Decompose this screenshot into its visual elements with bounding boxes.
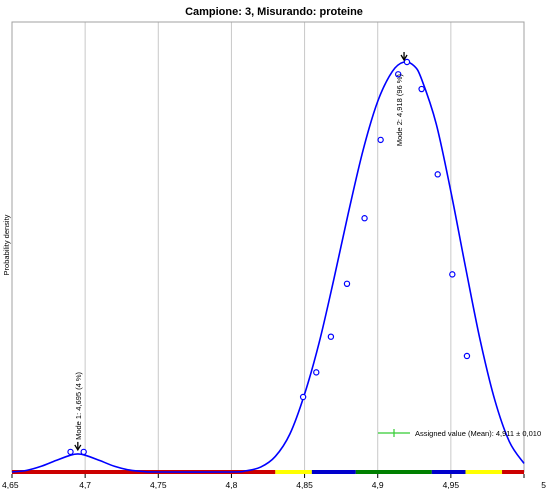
axis-band-segment: [355, 470, 432, 474]
x-tick-label: 4,85: [296, 480, 313, 490]
axis-band-segment: [275, 470, 312, 474]
x-tick-label: 5: [541, 480, 546, 490]
mode-annotations: Mode 1: 4,695 (4 %) Mode 2: 4,918 (96 %): [74, 52, 408, 452]
plot-border: [11, 21, 525, 473]
x-tick-label: 4,65: [2, 480, 19, 490]
data-point: [343, 280, 351, 288]
data-point: [80, 448, 87, 456]
data-point: [67, 448, 74, 456]
data-point: [299, 393, 307, 401]
data-points: [67, 58, 471, 456]
axis-color-band: [12, 470, 524, 474]
x-tick-label: 4,7: [79, 480, 91, 490]
data-point: [327, 333, 335, 340]
data-point: [403, 58, 411, 66]
x-tick-label: 4,9: [372, 480, 384, 490]
x-axis-ticks: 4,65 4,7 4,75 4,8 4,85 4,9 4,95 5: [2, 474, 546, 490]
data-point: [434, 171, 441, 178]
data-point: [463, 352, 471, 360]
annotation-label: Mode 2: 4,918 (96 %): [395, 74, 404, 147]
chart-title: Campione: 3, Misurando: proteine: [185, 6, 363, 18]
axis-band-segment: [502, 470, 524, 474]
legend: Assigned value (Mean): 4,911 ± 0,010: [378, 429, 541, 438]
x-tick-label: 4,8: [226, 480, 238, 490]
data-point: [313, 369, 320, 376]
annotation-arrow-head: [74, 444, 82, 452]
plot-frame: [11, 21, 525, 473]
data-point: [449, 271, 456, 278]
annotation-arrow-head: [400, 54, 408, 62]
x-tick-label: 4,95: [443, 480, 460, 490]
series-layer: [11, 61, 525, 473]
y-axis-label: Probability density: [2, 214, 11, 275]
data-point: [418, 85, 425, 93]
data-point: [361, 215, 368, 222]
x-tick-label: 4,75: [150, 480, 167, 490]
data-point: [377, 136, 384, 144]
legend-label: Assigned value (Mean): 4,911 ± 0,010: [415, 429, 541, 438]
axis-band-segment: [465, 470, 503, 474]
data-point: [394, 71, 402, 78]
axis-band-segment: [431, 470, 466, 474]
axis-band-segment: [311, 470, 356, 474]
grid-lines: [84, 22, 452, 472]
density-curve: [11, 61, 525, 473]
annotation-label: Mode 1: 4,695 (4 %): [74, 371, 83, 439]
